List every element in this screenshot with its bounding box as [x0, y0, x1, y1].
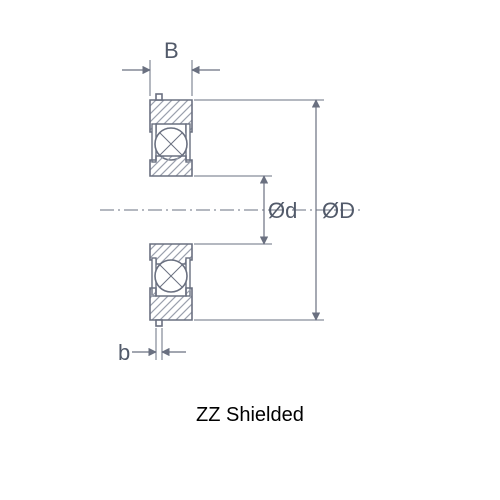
label-d: Ød [268, 198, 297, 224]
label-D: ØD [322, 198, 355, 224]
dimension-B [122, 60, 220, 96]
label-b: b [118, 340, 130, 366]
dimension-b [132, 328, 186, 360]
label-B: B [164, 38, 179, 64]
lower-section [150, 244, 192, 326]
upper-section [150, 94, 192, 176]
diagram-canvas: B b Ød ØD ZZ Shielded [0, 0, 500, 500]
caption-text: ZZ Shielded [196, 404, 304, 427]
